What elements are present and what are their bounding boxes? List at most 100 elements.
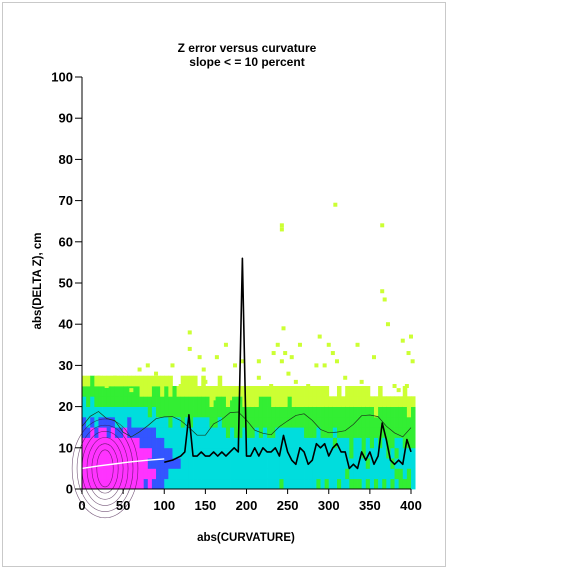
density-cell (238, 458, 243, 469)
density-cell (86, 416, 91, 428)
density-cell (151, 396, 157, 407)
density-cell (156, 447, 161, 459)
density-cell (147, 406, 153, 418)
density-cell (262, 447, 268, 459)
density-cell (197, 386, 202, 397)
density-cell (386, 406, 391, 418)
density-cell (156, 437, 161, 449)
density-cell (90, 478, 95, 490)
density-cell (106, 396, 112, 407)
y-tick-label: 80 (59, 152, 73, 167)
density-cell (94, 447, 99, 459)
density-cell (373, 447, 379, 459)
density-cell (390, 396, 395, 407)
density-cell (254, 386, 260, 397)
density-cell (262, 468, 268, 480)
density-cell (336, 437, 342, 449)
density-cell (312, 396, 317, 407)
density-cell (123, 468, 128, 480)
density-cell (320, 437, 326, 449)
density-cell (205, 406, 210, 418)
density-cell (291, 437, 297, 449)
density-cell (188, 396, 194, 407)
density-cell (275, 468, 280, 480)
density-cell (114, 375, 120, 387)
density-cell (336, 468, 342, 480)
outlier-point (322, 392, 327, 397)
density-cell (373, 437, 379, 449)
density-cell (336, 406, 342, 418)
density-cell (275, 437, 280, 449)
density-cell (308, 427, 313, 438)
density-cell (271, 416, 276, 428)
density-cell (283, 396, 289, 407)
density-cell (271, 396, 276, 407)
density-cell (180, 478, 186, 490)
outlier-point (343, 375, 348, 380)
density-cell (258, 396, 264, 407)
density-cell (394, 427, 400, 438)
density-cell (386, 416, 391, 428)
density-cell (90, 458, 95, 469)
density-cell (102, 396, 108, 407)
density-cell (271, 447, 276, 459)
density-cell (250, 396, 256, 407)
density-cell (147, 478, 153, 490)
density-cell (114, 447, 120, 459)
density-cell (250, 406, 256, 418)
density-cell (168, 416, 173, 428)
density-cell (82, 416, 87, 428)
density-cell (82, 437, 87, 449)
density-cell (283, 468, 289, 480)
density-cell (188, 386, 194, 397)
density-cell (369, 416, 375, 428)
density-cell (143, 406, 149, 418)
y-tick-label: 30 (59, 358, 73, 373)
density-cell (168, 468, 173, 480)
density-cell (357, 416, 363, 428)
density-cell (402, 478, 408, 490)
density-cell (238, 468, 243, 480)
density-cell (238, 447, 243, 459)
density-cell (213, 478, 219, 490)
density-cell (106, 427, 112, 438)
density-cell (180, 427, 186, 438)
density-cell (225, 478, 231, 490)
outlier-point (404, 384, 409, 388)
density-cell (411, 468, 416, 480)
density-cell (275, 458, 280, 469)
density-cell (230, 386, 235, 397)
density-cell (147, 375, 153, 387)
density-cell (324, 478, 330, 490)
density-cell (110, 396, 116, 407)
density-cell (90, 396, 95, 407)
density-cell (361, 416, 367, 428)
density-cell (156, 427, 161, 438)
x-axis-label: abs(CURVATURE) (197, 532, 295, 544)
density-cell (82, 458, 87, 469)
density-cell (287, 447, 293, 459)
density-cell (398, 437, 404, 449)
density-cell (106, 447, 112, 459)
density-cell (336, 447, 342, 459)
density-cell (184, 468, 190, 480)
density-cell (398, 447, 404, 459)
density-cell (324, 427, 330, 438)
density-cell (349, 437, 354, 449)
density-cell (230, 437, 235, 449)
outlier-point (406, 351, 411, 356)
contour-ring (76, 424, 134, 512)
density-cell (197, 396, 202, 407)
outlier-point (244, 392, 249, 397)
density-cell (279, 478, 284, 490)
density-cell (151, 416, 157, 428)
density-cell (373, 468, 379, 480)
density-cell (328, 458, 334, 469)
density-cell (201, 396, 206, 407)
density-cell (193, 406, 198, 418)
density-cell (213, 416, 219, 428)
density-cell (308, 386, 313, 397)
density-cell (378, 447, 383, 459)
density-cell (110, 375, 116, 387)
density-cell (341, 468, 346, 480)
